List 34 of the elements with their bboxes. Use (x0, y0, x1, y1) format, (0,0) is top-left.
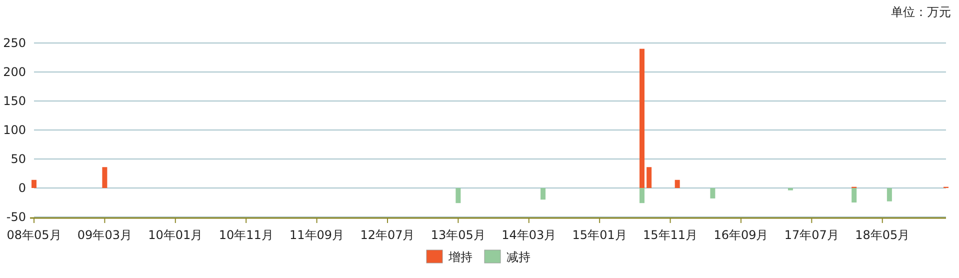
legend-label: 减持 (506, 250, 530, 264)
x-tick-label: 15年11月 (643, 228, 698, 242)
x-tick-label: 16年09月 (714, 228, 768, 242)
y-tick-label: -50 (6, 210, 26, 224)
x-tick-label: 17年07月 (784, 228, 839, 242)
bar (102, 167, 108, 188)
x-tick-label: 12年07月 (360, 228, 415, 242)
bar (646, 167, 652, 188)
bar (540, 188, 546, 200)
bar (32, 180, 36, 188)
bar (886, 188, 892, 202)
x-tick-label: 08年05月 (6, 228, 62, 242)
x-tick-label: 15年01月 (572, 228, 627, 242)
bar (456, 188, 461, 204)
y-tick-label: 150 (3, 94, 26, 108)
bar (852, 188, 857, 202)
y-tick-label: 50 (10, 152, 26, 166)
y-tick-label: 200 (3, 65, 26, 79)
y-tick-label: 0 (18, 181, 26, 195)
bar (674, 180, 680, 188)
bar (640, 188, 644, 204)
x-tick-label: 13年05月 (430, 228, 486, 242)
x-tick-label: 10年11月 (218, 228, 274, 242)
legend-label: 增持 (448, 250, 472, 264)
y-tick-label: 100 (3, 123, 26, 137)
x-tick-label: 10年01月 (148, 228, 203, 242)
text: 单位：万元 (891, 5, 951, 19)
bar (710, 188, 716, 198)
x-tick-label: 11年09月 (290, 228, 344, 242)
x-tick-label: 14年03月 (502, 228, 556, 242)
x-tick-label: 18年05月 (855, 228, 910, 242)
x-tick-label: 09年03月 (77, 228, 132, 242)
y-tick-label: 250 (3, 36, 26, 50)
bar (640, 48, 644, 188)
